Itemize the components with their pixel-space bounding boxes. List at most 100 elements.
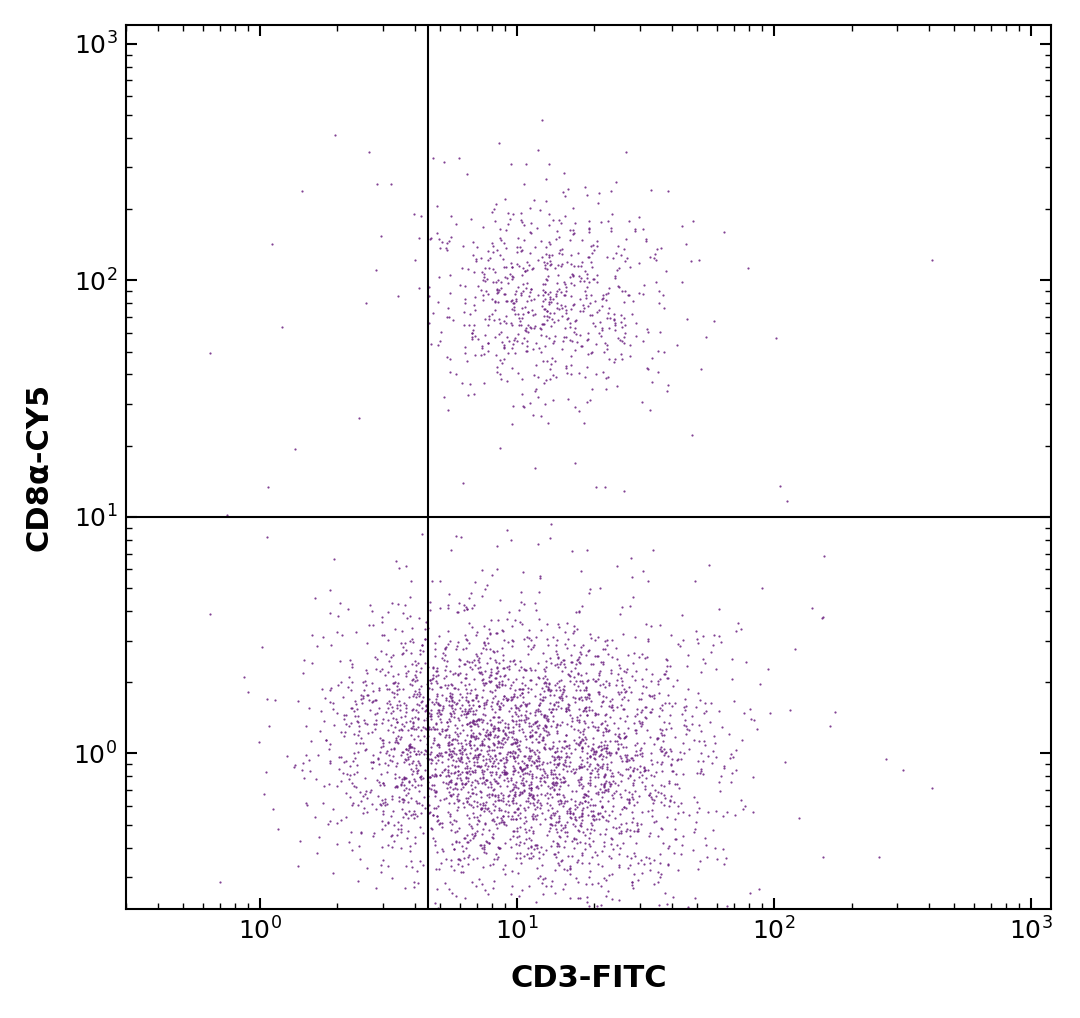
Point <box>537 706 554 723</box>
Point <box>489 715 507 731</box>
Point <box>372 777 389 793</box>
Point <box>563 257 580 273</box>
Point <box>550 267 567 283</box>
Point <box>923 780 941 796</box>
Point <box>395 792 413 808</box>
Point <box>504 824 522 840</box>
Point <box>500 724 517 740</box>
Point <box>729 615 746 631</box>
Point <box>617 145 634 161</box>
Point <box>392 635 409 652</box>
Point <box>518 759 536 776</box>
Point <box>714 841 731 857</box>
Point <box>578 689 595 705</box>
Point <box>445 704 462 721</box>
Point <box>562 319 579 335</box>
Point <box>318 732 335 748</box>
Point <box>383 790 401 806</box>
Point <box>379 722 396 738</box>
Point <box>519 257 537 273</box>
Point <box>393 824 410 840</box>
Point <box>535 720 552 736</box>
Point <box>657 666 674 682</box>
Point <box>625 760 643 777</box>
Point <box>552 656 569 672</box>
Point <box>504 792 522 808</box>
Point <box>581 825 598 841</box>
Point <box>603 696 620 713</box>
Point <box>591 684 608 700</box>
Point <box>673 218 690 234</box>
Point <box>430 798 447 814</box>
Point <box>647 274 664 290</box>
Point <box>379 665 396 681</box>
Point <box>442 708 459 724</box>
Point <box>444 785 461 801</box>
Point <box>438 780 456 796</box>
Point <box>679 681 697 697</box>
Point <box>584 816 602 833</box>
Point <box>583 381 600 397</box>
Point <box>544 804 562 821</box>
Point <box>460 692 477 709</box>
Point <box>436 677 454 693</box>
Point <box>469 331 486 347</box>
Point <box>541 236 558 252</box>
Point <box>497 764 514 780</box>
Point <box>531 695 549 712</box>
Point <box>598 637 616 654</box>
Point <box>556 757 573 774</box>
Point <box>422 721 440 737</box>
Point <box>420 316 437 332</box>
Point <box>597 821 615 837</box>
Point <box>454 754 471 771</box>
Point <box>526 716 543 732</box>
Point <box>523 845 540 861</box>
Point <box>403 760 420 777</box>
Point <box>623 749 640 766</box>
Point <box>471 697 488 714</box>
Point <box>302 733 320 749</box>
Point <box>545 314 563 330</box>
Point <box>615 730 632 746</box>
Point <box>529 287 546 303</box>
Point <box>724 671 741 687</box>
Point <box>469 754 486 771</box>
Point <box>492 752 510 769</box>
Point <box>517 831 535 847</box>
Point <box>576 714 593 730</box>
Point <box>496 755 513 772</box>
Point <box>430 745 447 761</box>
Point <box>583 715 600 731</box>
Point <box>462 585 480 602</box>
Point <box>461 376 478 392</box>
Point <box>573 801 591 817</box>
Point <box>526 239 543 256</box>
Point <box>367 692 384 709</box>
Point <box>502 315 519 331</box>
Point <box>401 740 418 756</box>
Point <box>491 221 509 237</box>
Point <box>374 792 391 808</box>
Point <box>717 850 734 866</box>
Point <box>561 696 578 713</box>
Point <box>631 715 648 731</box>
Point <box>593 654 610 670</box>
Point <box>454 697 471 714</box>
Point <box>431 706 448 723</box>
Point <box>527 688 544 704</box>
Point <box>356 742 374 758</box>
Point <box>470 725 487 741</box>
Point <box>353 695 370 712</box>
Point <box>484 742 501 758</box>
Point <box>546 804 564 821</box>
Point <box>462 733 480 749</box>
Point <box>711 703 728 720</box>
Point <box>537 659 554 675</box>
Point <box>590 667 607 683</box>
Point <box>652 785 670 801</box>
Point <box>465 737 483 753</box>
Point <box>510 364 527 381</box>
Point <box>694 733 712 749</box>
Point <box>270 822 287 838</box>
